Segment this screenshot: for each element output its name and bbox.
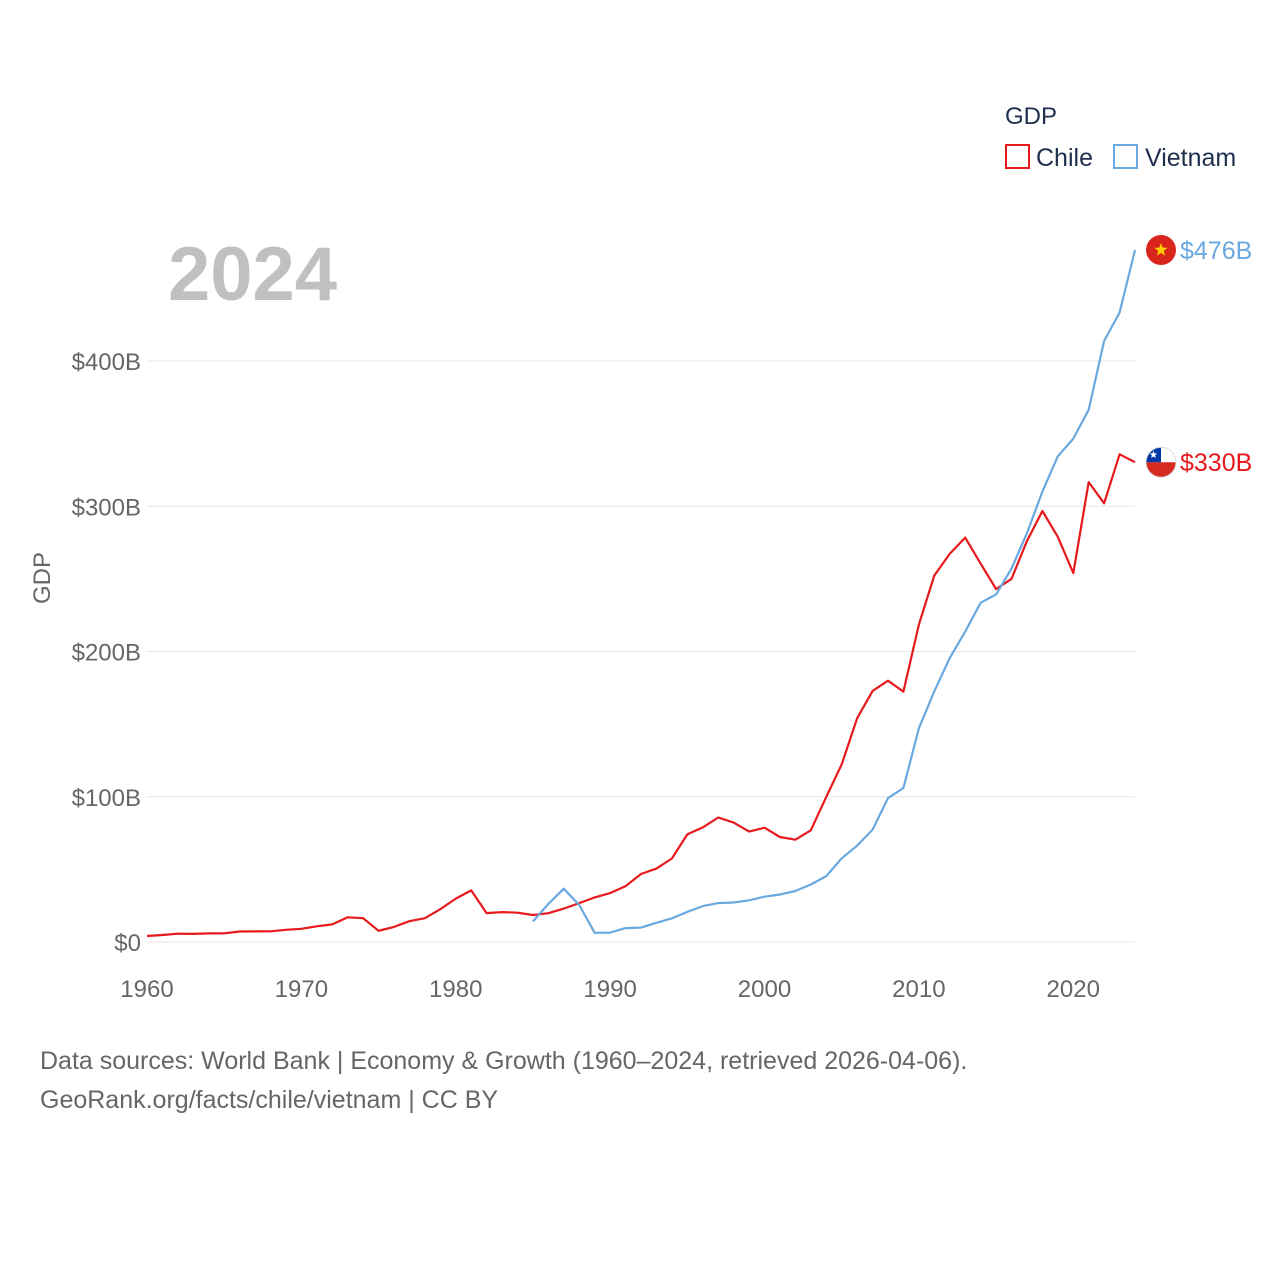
x-tick-label: 1980 — [429, 976, 482, 1003]
y-axis-ticks: $0 $100B $200B $300B $400B — [72, 349, 141, 957]
y-tick-label: $400B — [72, 349, 141, 376]
legend-swatch-vietnam — [1113, 144, 1138, 169]
series-line-chile — [146, 453, 1136, 938]
series-line-vietnam — [532, 249, 1137, 934]
chile-flag-icon — [1145, 446, 1177, 478]
legend-item-chile[interactable]: Chile — [1005, 144, 1093, 172]
legend: GDP Chile Vietnam — [1005, 103, 1236, 172]
x-axis-ticks: 1960 1970 1980 1990 2000 2010 2020 — [120, 976, 1100, 1003]
y-tick-label: $100B — [72, 785, 141, 812]
flag-star — [1149, 450, 1158, 458]
y-tick-label: $0 — [114, 930, 141, 957]
x-tick-label: 1990 — [583, 976, 636, 1003]
x-tick-label: 1970 — [275, 976, 328, 1003]
legend-label-vietnam: Vietnam — [1145, 144, 1236, 172]
flag-red-band — [1146, 462, 1176, 478]
x-tick-label: 1960 — [120, 976, 173, 1003]
x-tick-label: 2010 — [892, 976, 945, 1003]
gdp-line-chart: $0 $100B $200B $300B $400B 1960 1970 1980 1990 2… — [29, 103, 1252, 1003]
x-tick-label: 2000 — [738, 976, 791, 1003]
legend-item-vietnam[interactable]: Vietnam — [1113, 144, 1236, 172]
year-label: 2024 — [168, 232, 337, 317]
end-value-label-vietnam: $476B — [1180, 237, 1252, 265]
vietnam-flag-icon — [1146, 235, 1176, 266]
source-line-1: Data sources: World Bank | Economy & Gro… — [40, 1047, 968, 1075]
grid-lines — [147, 360, 1135, 943]
end-value-label-chile: $330B — [1180, 449, 1252, 477]
legend-title: GDP — [1005, 103, 1057, 130]
y-tick-label: $300B — [72, 494, 141, 521]
source-line-2: GeoRank.org/facts/chile/vietnam | CC BY — [40, 1086, 499, 1114]
legend-label-chile: Chile — [1036, 144, 1093, 172]
y-tick-label: $200B — [72, 640, 141, 667]
series-lines — [146, 249, 1137, 938]
flag-outline — [1145, 446, 1177, 478]
legend-swatch-chile — [1005, 144, 1030, 169]
source-note: Data sources: World Bank | Economy & Gro… — [40, 1042, 967, 1120]
flag-star — [1154, 243, 1168, 256]
y-axis-title: GDP — [29, 552, 56, 604]
end-markers: $330B $476B — [1145, 235, 1252, 478]
x-tick-label: 2020 — [1047, 976, 1100, 1003]
